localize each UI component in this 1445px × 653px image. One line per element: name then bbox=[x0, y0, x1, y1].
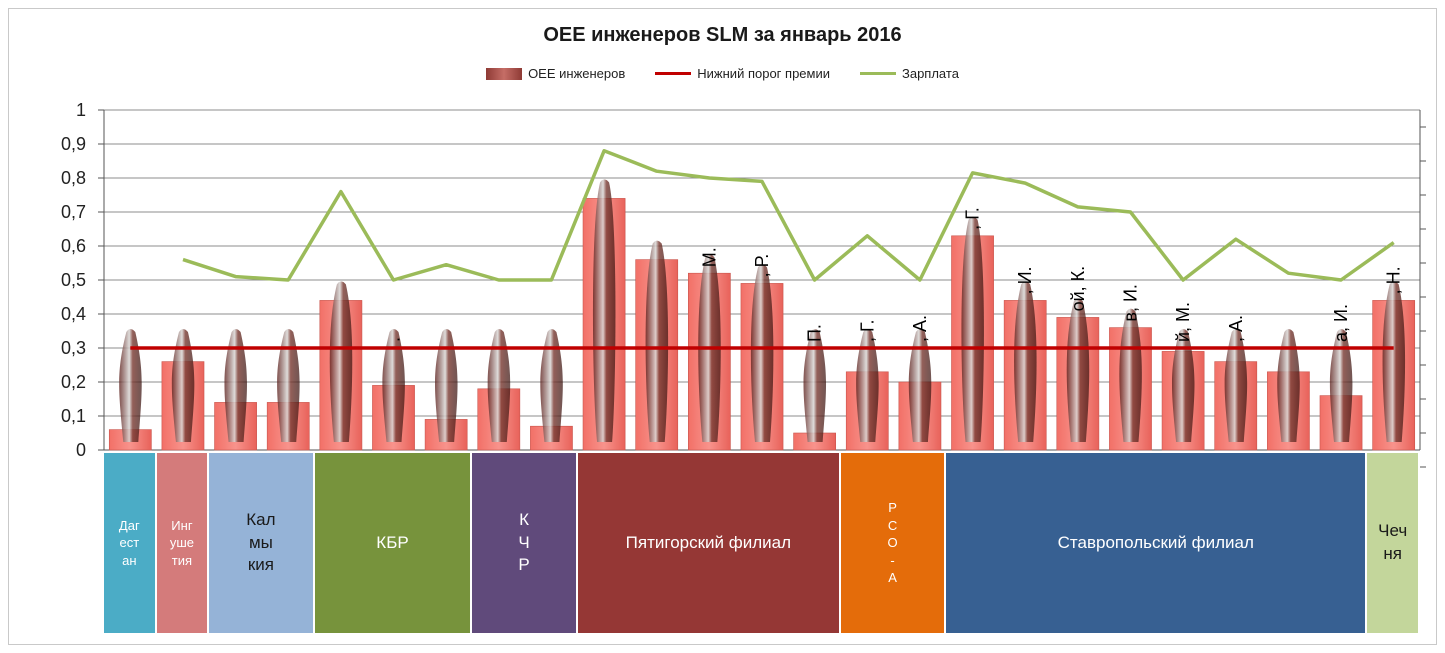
bar-figure-illustration bbox=[750, 264, 774, 442]
y-tick-label: 0,8 bbox=[61, 168, 86, 188]
bar-figure-illustration bbox=[1171, 329, 1195, 442]
region-label: Ставропольский филиал bbox=[946, 453, 1368, 633]
region-label: Даг ест ан bbox=[104, 453, 157, 633]
y-tick-label: 0,3 bbox=[61, 338, 86, 358]
legend-swatch-threshold bbox=[655, 72, 692, 75]
bar-figure-illustration bbox=[908, 329, 932, 442]
bar-figure-illustration bbox=[856, 329, 879, 442]
bar-figure-illustration bbox=[171, 329, 195, 442]
bar-figure-illustration bbox=[1329, 329, 1353, 442]
region-label: Инг уше тия bbox=[156, 453, 210, 633]
bar-data-label: , Н. bbox=[1384, 266, 1404, 294]
bar-figure-illustration bbox=[592, 179, 616, 442]
bar-figure-illustration bbox=[540, 329, 563, 442]
legend-label-oee: ОЕЕ инженеров bbox=[528, 66, 626, 81]
region-label-text: Ставропольский филиал bbox=[1057, 532, 1254, 552]
region-label-text: Кал мы кия bbox=[246, 509, 276, 575]
bar-figure-illustration bbox=[487, 329, 511, 442]
region-label: КБР bbox=[314, 453, 473, 633]
bar-data-label: , Г. bbox=[857, 319, 877, 342]
legend-swatch-oee bbox=[486, 67, 523, 80]
bar-data-label: в, И. bbox=[1120, 284, 1140, 322]
bar-data-label: , Г. bbox=[963, 207, 983, 230]
y-tick-label: 0 bbox=[76, 440, 86, 460]
region-label-text: Чеч ня bbox=[1378, 521, 1408, 563]
bar-data-label: , А. bbox=[1226, 315, 1246, 342]
bar-data-label: , Р. bbox=[752, 254, 772, 278]
bar-figure-illustration bbox=[961, 216, 984, 442]
bar-data-label: й, М. bbox=[1173, 302, 1193, 342]
y-tick-label: 0,1 bbox=[61, 406, 86, 426]
legend-label-salary: Зарплата bbox=[902, 66, 959, 81]
legend-label-threshold: Нижний порог премии bbox=[697, 66, 830, 81]
line-salary bbox=[182, 149, 1395, 282]
region-label: Чеч ня bbox=[1367, 453, 1420, 633]
legend-swatch-salary bbox=[860, 72, 896, 75]
y-tick-label: 0,6 bbox=[61, 236, 86, 256]
y-tick-label: 0,2 bbox=[61, 372, 86, 392]
bar-figure-illustration bbox=[277, 329, 300, 442]
bar-data-label: ой, К. bbox=[1068, 266, 1088, 312]
y-tick-label: 0,5 bbox=[61, 270, 86, 290]
y-tick-label: 1 bbox=[76, 100, 86, 120]
region-label: Кал мы кия bbox=[209, 453, 315, 633]
bar-figure-illustration bbox=[1382, 281, 1406, 442]
bar-figure-illustration bbox=[1277, 329, 1300, 442]
bar-figure-illustration bbox=[329, 281, 353, 442]
bar-figure-illustration bbox=[645, 240, 669, 442]
bar-figure-illustration bbox=[1014, 281, 1037, 442]
bar-data-label: . bbox=[384, 337, 404, 342]
bar-figure-illustration bbox=[1224, 329, 1248, 442]
bar-figure-illustration bbox=[803, 329, 827, 442]
bar-figure-illustration bbox=[1119, 308, 1142, 442]
bar-figure-illustration bbox=[119, 329, 142, 442]
bar-data-label: , А. bbox=[910, 315, 930, 342]
y-tick-label: 0,7 bbox=[61, 202, 86, 222]
chart-legend: ОЕЕ инженеров Нижний порог премии Зарпла… bbox=[0, 66, 1445, 81]
region-label-text: Пятигорский филиал bbox=[625, 532, 792, 552]
region-label-text: Инг уше тия bbox=[169, 517, 195, 568]
bar-figure-illustration bbox=[1066, 298, 1090, 442]
chart-title: ОЕЕ инженеров SLM за январь 2016 bbox=[543, 24, 902, 46]
region-label-text: КБР bbox=[376, 532, 409, 552]
y-tick-label: 0,9 bbox=[61, 134, 86, 154]
region-label-text: Даг ест ан bbox=[118, 517, 140, 568]
bar-data-label: М. bbox=[699, 247, 719, 267]
legend-item-salary: Зарплата bbox=[860, 66, 959, 81]
bar-figure-illustration bbox=[435, 329, 458, 442]
bar-figure-illustration bbox=[382, 329, 405, 442]
legend-item-threshold: Нижний порог премии bbox=[655, 66, 830, 81]
legend-item-oee: ОЕЕ инженеров bbox=[486, 66, 625, 81]
bar-data-label: а, И. bbox=[1331, 304, 1351, 342]
region-label: Пятигорский филиал bbox=[577, 453, 841, 633]
bar-data-label: П. bbox=[805, 324, 825, 342]
y-tick-label: 0,4 bbox=[61, 304, 86, 324]
bar-figure-illustration bbox=[224, 329, 247, 442]
bar-data-label: , И. bbox=[1015, 266, 1035, 294]
